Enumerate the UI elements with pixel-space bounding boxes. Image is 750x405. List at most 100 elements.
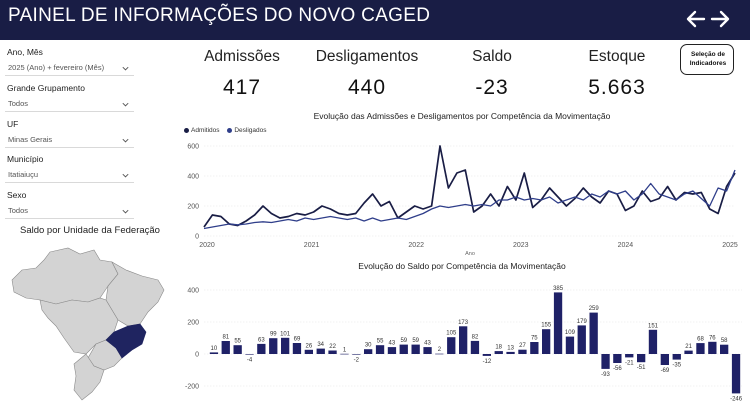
y-tick-label: 0 (195, 234, 199, 241)
line-series-admitidos (203, 145, 736, 228)
map-title: Saldo por Unidade da Federação (20, 225, 160, 236)
bar-data-label: 43 (424, 341, 431, 347)
filter-uf-dropdown[interactable]: Minas Gerais (5, 133, 134, 148)
bar (257, 343, 266, 354)
x-tick-label: 2021 (304, 242, 320, 249)
bar-data-label: 99 (270, 332, 277, 338)
bar-data-label: -2 (354, 358, 360, 364)
bar (292, 343, 302, 354)
bar (233, 345, 242, 354)
bar (553, 292, 563, 354)
bar (316, 348, 325, 354)
bar-data-label: 27 (519, 343, 526, 349)
filter-value: 2025 (Ano) + fevereiro (Mês) (8, 63, 105, 72)
bar (470, 340, 480, 354)
bar (613, 354, 622, 363)
filter-sexo-dropdown[interactable]: Todos (5, 204, 134, 219)
chevron-down-icon (121, 207, 130, 216)
bar-data-label: 55 (234, 339, 241, 345)
bar (530, 342, 539, 354)
bar-data-label: 82 (472, 334, 479, 340)
filter-label-sexo: Sexo (7, 190, 27, 200)
bar (720, 344, 729, 354)
bar-data-label: 10 (211, 346, 218, 352)
bar (660, 354, 669, 365)
bar (459, 326, 468, 354)
bar (352, 354, 361, 355)
bar-data-label: -4 (247, 358, 253, 364)
bar-data-label: -51 (637, 365, 646, 371)
bar-data-label: 55 (377, 339, 384, 345)
map-state-north[interactable] (11, 247, 119, 305)
bar-data-label: -21 (625, 360, 634, 366)
legend-item-desligados[interactable]: Desligados (227, 127, 267, 134)
bar (696, 343, 705, 354)
bar-data-label: 30 (365, 343, 372, 349)
indicator-selection-label: Seleção de Indicadores (689, 51, 727, 67)
bar-data-label: 155 (541, 323, 552, 329)
x-tick-label: 2025 (722, 242, 738, 249)
bar (387, 347, 397, 354)
indicator-selection-button[interactable]: Seleção de Indicadores (680, 44, 734, 75)
bar-data-label: 75 (531, 336, 538, 342)
filter-value: Minas Gerais (8, 135, 53, 144)
filter-municipio-dropdown[interactable]: Itatiaiuçu (5, 168, 134, 183)
kpi-desligamentos-value: 440 (347, 76, 387, 99)
bar (269, 338, 278, 354)
bar-data-label: 69 (294, 337, 301, 343)
bar (364, 349, 373, 354)
bar-data-label: 59 (412, 338, 419, 344)
map-state-minas-gerais[interactable] (105, 323, 147, 359)
filter-value: Todos (8, 206, 29, 215)
bar-data-label: 58 (721, 338, 728, 344)
legend-item-admitidos[interactable]: Admitidos (184, 127, 220, 134)
x-tick-label: 2023 (513, 242, 529, 249)
chevron-down-icon (121, 64, 130, 73)
bar (731, 354, 741, 394)
page-title: PAINEL DE INFORMAÇÕES DO NOVO CAGED (8, 5, 431, 26)
bar (565, 336, 575, 354)
x-tick-label: 2020 (199, 242, 215, 249)
bar (518, 349, 527, 354)
filter-value: Todos (8, 99, 29, 108)
bar (209, 352, 219, 354)
y-tick-label: 0 (195, 352, 199, 359)
bar (625, 354, 634, 358)
line-chart-title: Evolução das Admissões e Desligamentos p… (313, 111, 611, 121)
bar-data-label: 43 (389, 341, 396, 347)
filter-grande-grupamento-dropdown[interactable]: Todos (5, 97, 134, 112)
bar-data-label: 385 (553, 286, 564, 292)
bar (708, 341, 717, 354)
legend-dot (227, 128, 233, 133)
filter-value: Itatiaiuçu (8, 170, 39, 179)
bar (601, 354, 610, 369)
legend-label: Admitidos (191, 127, 220, 134)
bar (340, 353, 349, 355)
filter-ano-mes-dropdown[interactable]: 2025 (Ano) + fevereiro (Mês) (5, 61, 134, 76)
bar (672, 354, 681, 360)
x-tick-label: 2022 (408, 242, 424, 249)
bar (506, 351, 515, 354)
y-tick-label: 400 (187, 174, 199, 181)
bar (648, 329, 658, 354)
brazil-map[interactable] (8, 240, 168, 405)
y-tick-label: 400 (187, 288, 199, 295)
arrow-right-icon[interactable] (708, 7, 732, 31)
x-tick-label: 2024 (618, 242, 634, 249)
legend-label: Desligados (234, 127, 267, 134)
bar (375, 345, 385, 354)
kpi-saldo-label: Saldo (472, 48, 512, 65)
map-state-south[interactable] (73, 353, 105, 401)
kpi-admissoes-value: 417 (222, 76, 262, 99)
bar-data-label: 34 (317, 342, 324, 348)
arrow-left-icon[interactable] (684, 7, 708, 31)
bar-data-label: 21 (685, 344, 692, 350)
bar (423, 347, 432, 354)
bar (494, 351, 503, 354)
y-tick-label: 200 (187, 320, 199, 327)
bar-data-label: -69 (661, 368, 670, 374)
bar (447, 337, 456, 354)
bar (221, 341, 230, 354)
kpi-estoque-value: 5.663 (588, 76, 646, 99)
bar (411, 344, 420, 354)
